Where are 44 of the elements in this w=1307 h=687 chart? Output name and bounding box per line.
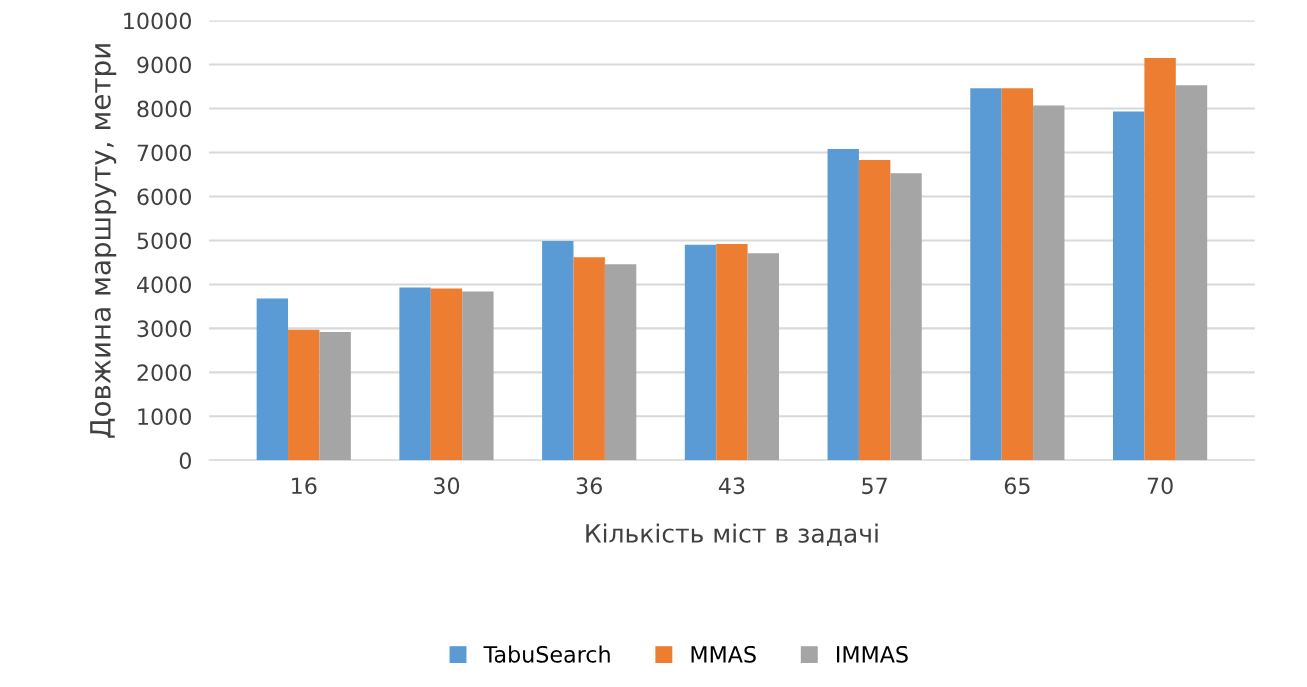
bar xyxy=(827,149,859,461)
bar xyxy=(573,257,605,461)
bar xyxy=(1175,85,1208,461)
bar xyxy=(858,159,891,461)
x-tick-label: 43 xyxy=(718,477,745,495)
bar xyxy=(1112,111,1145,461)
bar xyxy=(1033,105,1065,461)
bar xyxy=(890,173,922,461)
legend-label: MMAS xyxy=(691,645,756,663)
y-tick-label: 5000 xyxy=(137,232,191,250)
y-tick-label: 2000 xyxy=(137,364,191,382)
bar xyxy=(604,264,637,461)
x-axis-title: Кількість міст в задачі xyxy=(586,523,878,546)
y-tick-label: 9000 xyxy=(137,56,191,74)
bar xyxy=(542,240,574,461)
x-tick-label: 16 xyxy=(292,477,317,495)
y-axis-title: Довжина маршруту, метри xyxy=(90,44,117,438)
y-tick-label: 3000 xyxy=(137,320,191,338)
y-tick-label: 8000 xyxy=(137,100,191,118)
bar xyxy=(462,291,494,461)
y-tick-label: 6000 xyxy=(137,188,191,206)
bar xyxy=(747,253,780,461)
bar xyxy=(288,329,320,461)
legend-label: TabuSearch xyxy=(483,645,610,663)
bar xyxy=(1144,57,1176,461)
bar xyxy=(684,244,717,461)
y-tick-label: 4000 xyxy=(136,276,191,294)
x-tick-label: 57 xyxy=(862,477,887,495)
y-tick-label: 10000 xyxy=(124,12,191,30)
y-tick-label: 7000 xyxy=(137,144,191,162)
x-tick-label: 70 xyxy=(1147,477,1173,495)
x-tick-label: 65 xyxy=(1004,477,1030,495)
bar xyxy=(256,298,289,461)
bar xyxy=(430,288,463,461)
x-tick-label: 30 xyxy=(434,477,460,495)
x-tick-label: 36 xyxy=(576,477,602,495)
legend-label: IMMAS xyxy=(837,645,908,663)
bar xyxy=(1001,88,1034,461)
y-tick-label: 1000 xyxy=(138,408,191,426)
y-tick-label: 0 xyxy=(179,452,191,470)
bar xyxy=(716,243,748,461)
bar xyxy=(970,88,1002,461)
bar xyxy=(399,287,431,461)
bar xyxy=(319,331,351,461)
